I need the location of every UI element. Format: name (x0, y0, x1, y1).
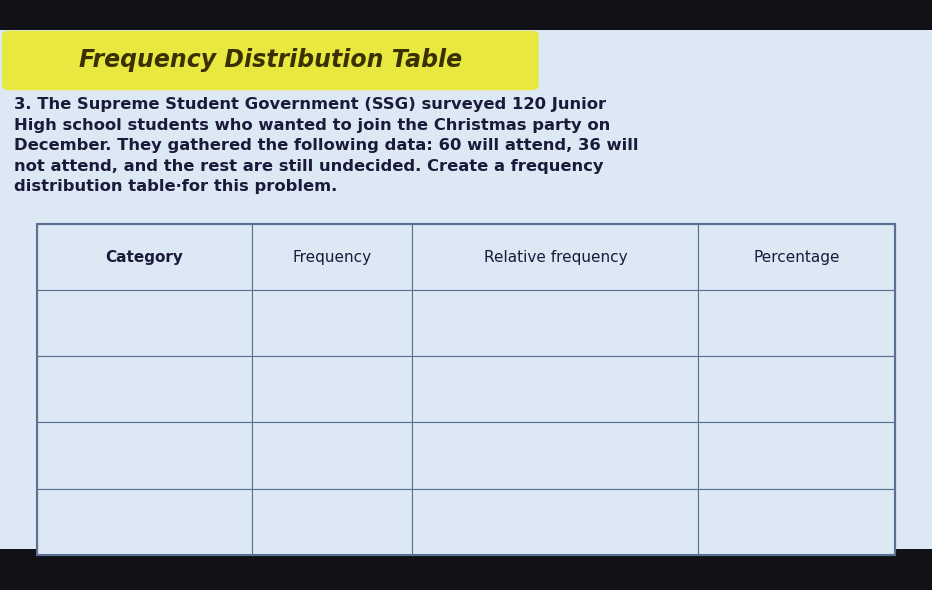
Text: Percentage: Percentage (753, 250, 840, 265)
Bar (37, 422, 252, 489)
Bar (0, 30, 932, 549)
Bar (698, 290, 895, 356)
Bar (37, 290, 252, 356)
Text: 3. The Supreme Student Government (SSG) surveyed 120 Junior
High school students: 3. The Supreme Student Government (SSG) … (14, 97, 638, 194)
Bar (412, 290, 698, 356)
Bar (698, 224, 895, 290)
Bar (37, 224, 252, 290)
Text: Relative frequency: Relative frequency (484, 250, 627, 265)
Bar (412, 422, 698, 489)
Bar (252, 422, 412, 489)
Bar (698, 356, 895, 422)
Text: Frequency Distribution Table: Frequency Distribution Table (78, 48, 462, 73)
Bar (37, 356, 252, 422)
Bar (37, 224, 895, 555)
Bar (412, 356, 698, 422)
Bar (412, 489, 698, 555)
Bar (252, 489, 412, 555)
Text: Category: Category (105, 250, 184, 265)
Bar (37, 489, 252, 555)
Bar (698, 422, 895, 489)
Bar (412, 224, 698, 290)
Bar (252, 356, 412, 422)
Text: Frequency: Frequency (293, 250, 372, 265)
Bar (698, 489, 895, 555)
Bar (252, 290, 412, 356)
Bar (252, 224, 412, 290)
FancyBboxPatch shape (2, 31, 539, 90)
